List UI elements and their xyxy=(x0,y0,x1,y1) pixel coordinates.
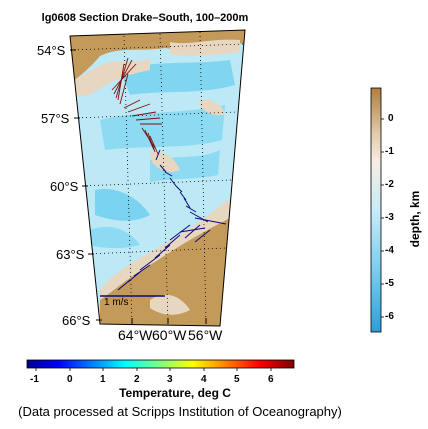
temp-tick: 6 xyxy=(268,374,274,385)
depth-tick: -1 xyxy=(385,146,394,157)
lat-label: 60°S xyxy=(50,179,79,194)
bathymetry-map xyxy=(70,30,245,326)
temp-tick: 4 xyxy=(201,374,207,385)
vectors-south xyxy=(117,149,227,291)
depth-tick: 0 xyxy=(388,113,394,124)
depth-tick: -4 xyxy=(385,245,394,256)
temp-tick: 1 xyxy=(100,374,106,385)
lon-label: 60°W xyxy=(152,327,187,343)
temp-tick: 3 xyxy=(167,374,173,385)
lon-label: 64°W xyxy=(118,327,153,343)
temp-tick: 2 xyxy=(134,374,140,385)
temp-tick: -1 xyxy=(30,374,39,385)
temperature-colorbar xyxy=(26,359,295,371)
map-frame xyxy=(69,29,246,327)
depth-tick: -2 xyxy=(385,179,394,190)
map-title: lg0608 Section Drake–South, 100–200m xyxy=(41,12,249,24)
temp-tick: 0 xyxy=(67,374,73,385)
lat-label: 66°S xyxy=(62,313,91,328)
lat-label: 63°S xyxy=(56,247,85,262)
depth-tick: -5 xyxy=(385,278,394,289)
depth-tick: -6 xyxy=(385,311,394,322)
depth-colorbar-title: depth, km xyxy=(408,190,422,248)
depth-tick: -3 xyxy=(385,212,394,223)
lon-label: 56°W xyxy=(188,327,223,343)
temperature-colorbar-title: Temperature, deg C xyxy=(119,386,231,400)
credit-note: (Data processed at Scripps Institution o… xyxy=(18,404,342,419)
scale-label: 1 m/s xyxy=(104,297,129,308)
lat-label: 54°S xyxy=(37,43,66,58)
depth-colorbar xyxy=(370,87,384,333)
temp-tick: 5 xyxy=(234,374,240,385)
lat-label: 57°S xyxy=(41,111,70,126)
vectors-north xyxy=(111,57,162,155)
